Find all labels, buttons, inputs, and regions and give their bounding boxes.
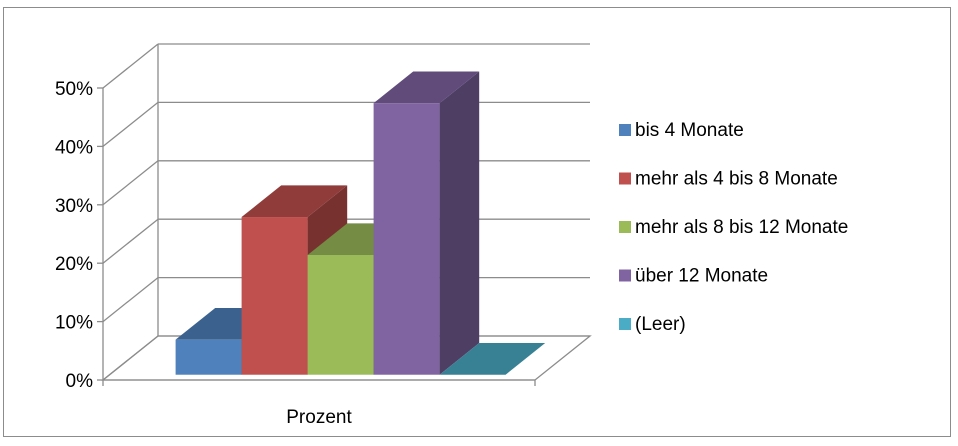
legend-swatch (619, 318, 631, 330)
gridline-side (102, 218, 159, 264)
x-axis-categories: Prozent (286, 407, 352, 428)
y-tick-label: 10% (55, 313, 93, 334)
gridline-side (102, 277, 159, 323)
bars (175, 71, 546, 375)
bar-side (439, 71, 480, 375)
legend-swatch (619, 269, 631, 282)
legend-item: über 12 Monate (619, 266, 768, 287)
bar-4 (373, 71, 480, 375)
legend-item: bis 4 Monate (619, 120, 744, 141)
legend-label: über 12 Monate (635, 266, 768, 287)
bar-front (175, 339, 242, 375)
legend-label: (Leer) (635, 314, 686, 335)
bar-top (439, 343, 546, 375)
legend-item: (Leer) (619, 314, 686, 335)
y-tick-label: 40% (55, 137, 93, 158)
bar-5 (439, 343, 546, 375)
bar-front (373, 103, 440, 375)
legend-label: mehr als 8 bis 12 Monate (635, 217, 848, 238)
gridline-side (102, 335, 159, 381)
bar-top (241, 185, 348, 218)
gridline-side (102, 43, 159, 89)
gridline-side (102, 160, 159, 206)
y-tick-label: 0% (66, 371, 94, 392)
legend: bis 4 Monate mehr als 4 bis 8 Monate mehr … (619, 120, 848, 335)
legend-label: bis 4 Monate (635, 120, 744, 141)
legend-label: mehr als 4 bis 8 Monate (635, 169, 838, 190)
bar-front (241, 217, 308, 375)
legend-swatch (619, 172, 631, 185)
legend-item: mehr als 4 bis 8 Monate (619, 169, 838, 190)
x-category-label: Prozent (286, 407, 352, 428)
legend-swatch (619, 124, 631, 136)
gridline-side (102, 101, 159, 147)
legend-swatch (619, 221, 631, 233)
bar-top (373, 71, 480, 104)
axes (97, 44, 536, 386)
bar-front (307, 255, 374, 375)
y-tick-label: 50% (55, 79, 93, 100)
y-tick-label: 20% (55, 254, 93, 275)
y-axis-ticks: 0% 10% 20% 30% 40% 50% (55, 79, 93, 392)
y-tick-label: 30% (55, 196, 93, 217)
legend-item: mehr als 8 bis 12 Monate (619, 217, 848, 238)
